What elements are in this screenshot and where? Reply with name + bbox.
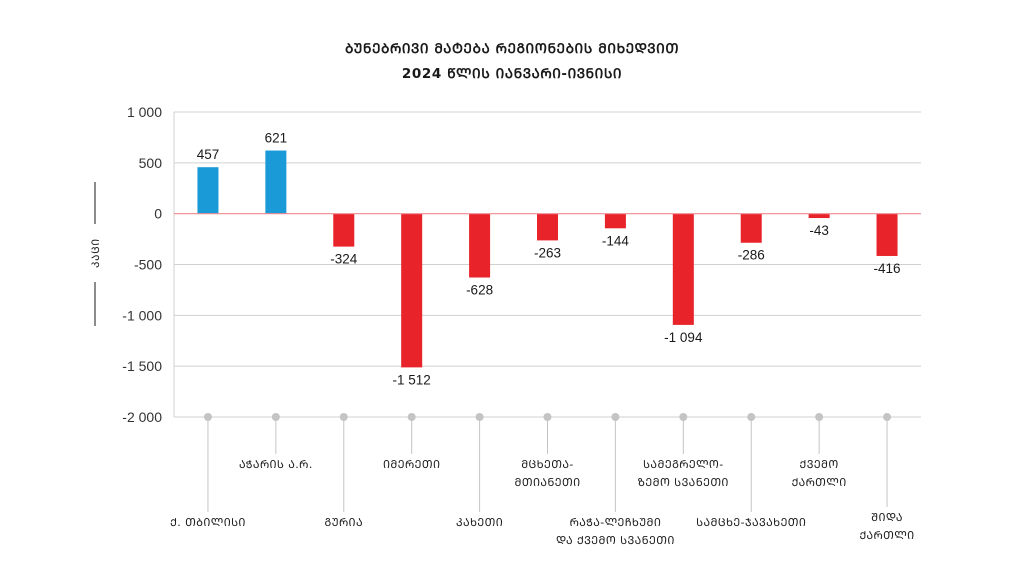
- data-label: 621: [265, 131, 288, 146]
- bar: [604, 213, 626, 229]
- y-tick-label: -2 000: [122, 409, 162, 425]
- category-label: ᲖᲔᲛᲝ ᲡᲕᲐᲜᲔᲗᲘ: [638, 476, 729, 489]
- data-label: -263: [534, 245, 561, 260]
- category-label: ᲓᲐ ᲥᲕᲔᲛᲝ ᲡᲕᲐᲜᲔᲗᲘ: [556, 534, 675, 547]
- bars: [197, 150, 898, 368]
- category-label: ᲡᲐᲛᲪᲮᲔ-ᲯᲐᲕᲐᲮᲔᲗᲘ: [696, 516, 806, 529]
- chart-title-line-1: ᲑᲣᲜᲔᲑᲠᲘᲕᲘ ᲛᲐᲢᲔᲑᲐ ᲠᲔᲒᲘᲝᲜᲔᲑᲘᲡ ᲛᲘᲮᲔᲓᲕᲘᲗ: [345, 41, 679, 57]
- bar: [808, 213, 830, 219]
- y-tick-label: -1 500: [122, 358, 162, 374]
- data-label: -628: [466, 283, 493, 298]
- bar: [401, 213, 423, 368]
- y-tick-label: -1 000: [122, 307, 162, 323]
- category-label: Ქ. ᲗᲑᲘᲚᲘᲡᲘ: [170, 516, 246, 529]
- data-label: -416: [874, 261, 901, 276]
- category-label: ᲡᲐᲛᲔᲒᲠᲔᲚᲝ-: [643, 458, 724, 471]
- bar: [537, 213, 558, 241]
- chart-title-line-2: 2024 ᲬᲚᲘᲡ ᲘᲐᲜᲕᲐᲠᲘ-ᲘᲕᲜᲘᲡᲘ: [402, 66, 622, 82]
- category-label: ᲛᲗᲘᲐᲜᲔᲗᲘ: [514, 476, 580, 489]
- y-tick-label: 1 000: [127, 104, 162, 120]
- bar: [469, 213, 491, 278]
- category-label: ᲨᲘᲓᲐ: [871, 511, 903, 524]
- category-label: ᲥᲕᲔᲛᲝ: [800, 458, 839, 471]
- data-label: -43: [809, 223, 829, 238]
- category-label: ᲘᲛᲔᲠᲔᲗᲘ: [383, 458, 440, 471]
- bar: [876, 213, 898, 256]
- bar: [197, 167, 219, 214]
- data-label: 457: [197, 147, 220, 162]
- chart-title: ᲑᲣᲜᲔᲑᲠᲘᲕᲘ ᲛᲐᲢᲔᲑᲐ ᲠᲔᲒᲘᲝᲜᲔᲑᲘᲡ ᲛᲘᲮᲔᲓᲕᲘᲗ 202…: [345, 41, 679, 82]
- data-label: -324: [330, 252, 358, 267]
- category-label: ᲥᲐᲠᲗᲚᲘ: [792, 476, 847, 489]
- category-label: ᲒᲣᲠᲘᲐ: [325, 516, 363, 529]
- bar: [740, 213, 762, 243]
- y-axis-label-group: ᲙᲐᲪᲘ: [90, 182, 102, 326]
- category-label: ᲠᲐᲭᲐ-ᲚᲔᲩᲮᲣᲛᲘ: [570, 516, 662, 529]
- y-axis-label: ᲙᲐᲪᲘ: [90, 238, 102, 268]
- category-label: ᲙᲐᲮᲔᲗᲘ: [456, 516, 503, 529]
- category-label: ᲐᲭᲐᲠᲘᲡ Ა.Რ.: [239, 458, 313, 471]
- category-leaders: [203, 413, 892, 512]
- data-label: -1 512: [393, 372, 431, 387]
- y-tick-label: 0: [154, 206, 162, 222]
- data-label: -286: [738, 248, 765, 263]
- y-tick-label: 500: [139, 155, 163, 171]
- category-label: ᲛᲪᲮᲔᲗᲐ-: [521, 458, 574, 471]
- data-labels: 457 621 -324 -1 512 -628 -263 -144 -1 094 -286 -4…: [197, 131, 901, 388]
- bar: [333, 213, 355, 247]
- data-label: -144: [602, 233, 630, 248]
- category-label: ᲥᲐᲠᲗᲚᲘ: [860, 529, 915, 542]
- category-labels: Ქ. ᲗᲑᲘᲚᲘᲡᲘ ᲐᲭᲐᲠᲘᲡ Ა.Რ. ᲒᲣᲠᲘᲐ ᲘᲛᲔᲠᲔᲗᲘ ᲙᲐᲮᲔᲗᲘ Მ…: [170, 458, 914, 547]
- bar: [265, 150, 287, 214]
- data-label: -1 094: [664, 330, 703, 345]
- y-axis-ticks: 1 000 500 0 -500 -1 000 -1 500 -2 000: [122, 104, 162, 425]
- y-tick-label: -500: [134, 257, 162, 273]
- bar: [672, 213, 694, 325]
